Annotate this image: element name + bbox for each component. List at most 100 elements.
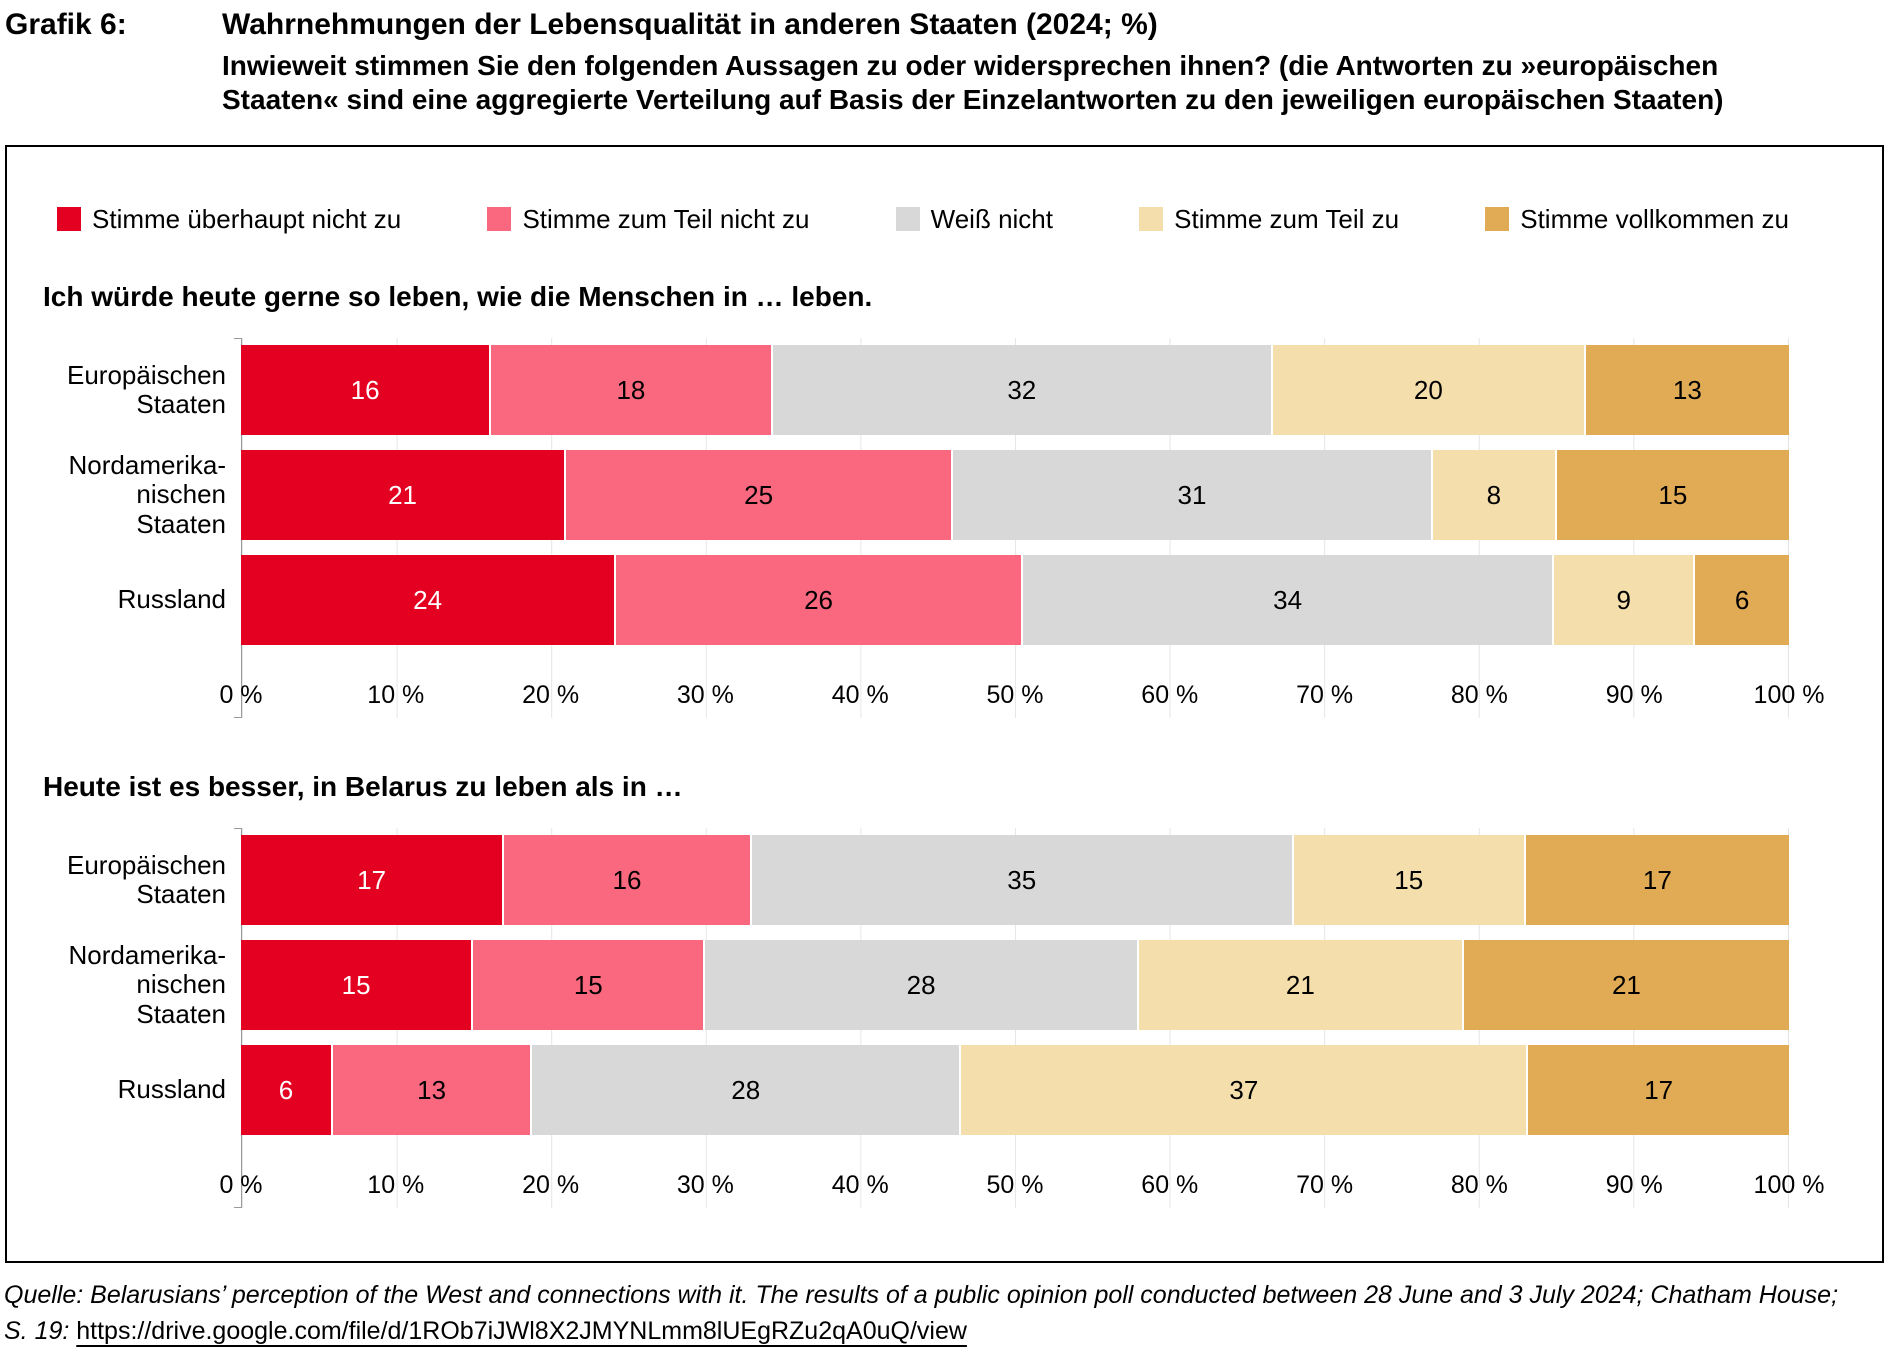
legend-swatch-icon <box>1139 207 1164 231</box>
legend-swatch-icon <box>57 207 81 231</box>
stacked-bar: 16 18 32 20 13 <box>241 345 1789 435</box>
row-label: Nordamerika- nischen Staaten <box>68 450 227 539</box>
x-tick-label: 30 % <box>676 681 734 709</box>
plot-area: Europäischen Staaten 17 16 35 15 17 Nordamerik… <box>67 828 1824 1208</box>
bar-row: Nordamerika- nischen Staaten 15 15 28 21 21 <box>69 940 1789 1030</box>
bar-segment: 15 <box>1293 835 1526 925</box>
chart-heading: Heute ist es besser, in Belarus zu leben… <box>43 771 683 802</box>
bar-segment: 17 <box>241 835 505 925</box>
bar-row: Nordamerika- nischen Staaten 21 25 31 8 15 <box>69 450 1789 540</box>
bar-segment: 28 <box>705 940 1139 1030</box>
x-tick-label: 20 % <box>522 681 580 709</box>
x-axis: 0 % 10 % 20 % 30 % 40 % 50 % 60 % 70 % 80 % 90 % 1… <box>219 1171 1824 1201</box>
bar-segment: 6 <box>241 1045 333 1135</box>
bar-segment: 20 <box>1272 345 1586 435</box>
x-tick-label: 40 % <box>831 681 889 709</box>
x-tick-label: 60 % <box>1141 681 1199 709</box>
plot: Europäischen Staaten 16 18 32 20 13 Nordamerik… <box>43 338 1824 718</box>
bar-segment: 32 <box>772 345 1273 435</box>
header: Grafik 6: Wahrnehmungen der Lebensqualit… <box>0 0 1890 117</box>
chart-frame: Stimme überhaupt nicht zu Stimme zum Teil… <box>5 145 1884 1263</box>
bar-segment: 24 <box>241 555 617 645</box>
chart-section-2: Heute ist es besser, in Belarus zu leben… <box>43 771 1824 1208</box>
x-tick-label: 50 % <box>986 1171 1044 1199</box>
plot: Europäischen Staaten 17 16 35 15 17 Nordamerik… <box>43 828 1824 1208</box>
chart-heading: Ich würde heute gerne so leben, wie die … <box>43 281 873 312</box>
bar-segment: 15 <box>241 940 474 1030</box>
source-line2: S. 19: https://drive.google.com/file/d/1… <box>4 1314 1888 1350</box>
legend-label: Stimme zum Teil zu <box>1174 203 1400 234</box>
bar-segment: 17 <box>1525 835 1789 925</box>
plot-area: Europäischen Staaten 16 18 32 20 13 Nordamerik… <box>67 338 1824 718</box>
bar-segment: 15 <box>473 940 706 1030</box>
bar-segment: 9 <box>1554 555 1696 645</box>
legend-label: Stimme zum Teil nicht zu <box>522 203 810 234</box>
legend-swatch-icon <box>487 207 512 231</box>
bar-row: Russland 24 26 34 9 6 <box>118 555 1789 645</box>
title-block: Wahrnehmungen der Lebensqualität in ande… <box>222 8 1880 117</box>
bar-segment: 21 <box>241 450 567 540</box>
bar-segment: 13 <box>1585 345 1789 435</box>
bar-segment: 17 <box>1528 1045 1789 1135</box>
bar-segment: 8 <box>1432 450 1557 540</box>
x-tick-label: 30 % <box>676 1171 734 1199</box>
bar-row: Russland 6 13 28 37 17 <box>118 1045 1789 1135</box>
x-tick-label: 10 % <box>367 681 425 709</box>
chart-rows: Europäischen Staaten 16 18 32 20 13 Nordamerik… <box>67 345 1789 645</box>
x-tick-label: 20 % <box>522 1171 580 1199</box>
x-tick-label: 60 % <box>1141 1171 1199 1199</box>
stacked-bar: 15 15 28 21 21 <box>241 940 1789 1030</box>
bar-segment: 25 <box>566 450 954 540</box>
chart-rows: Europäischen Staaten 17 16 35 15 17 Nordamerik… <box>67 835 1789 1135</box>
page-subtitle-line1: Inwieweit stimmen Sie den folgenden Auss… <box>222 49 1719 81</box>
x-tick-label: 80 % <box>1450 1171 1508 1199</box>
bar-segment: 31 <box>953 450 1433 540</box>
source-note: Quelle: Belarusians’ perception of the W… <box>4 1278 1888 1349</box>
x-tick-label: 100 % <box>1753 1171 1825 1199</box>
legend-item: Stimme überhaupt nicht zu <box>57 204 401 235</box>
x-tick-label: 0 % <box>219 681 263 709</box>
x-tick-label: 70 % <box>1296 1171 1354 1199</box>
bar-segment: 18 <box>491 345 773 435</box>
x-tick-label: 80 % <box>1450 681 1508 709</box>
bar-segment: 16 <box>504 835 752 925</box>
stacked-bar: 21 25 31 8 15 <box>241 450 1789 540</box>
row-label: Europäischen Staaten <box>67 849 226 909</box>
bar-segment: 15 <box>1556 450 1789 540</box>
grafik-label: Grafik 6: <box>5 8 127 41</box>
row-label: Russland <box>117 584 226 615</box>
bar-row: Europäischen Staaten 17 16 35 15 17 <box>67 835 1789 925</box>
source-line2-prefix: S. 19: <box>4 1316 77 1345</box>
source-link[interactable]: https://drive.google.com/file/d/1ROb7iJW… <box>76 1316 967 1345</box>
stacked-bar: 17 16 35 15 17 <box>241 835 1789 925</box>
bar-segment: 35 <box>751 835 1294 925</box>
bar-segment: 37 <box>961 1045 1529 1135</box>
page-subtitle-line2: Staaten« sind eine aggregierte Verteilun… <box>222 83 1724 115</box>
source-line1: Quelle: Belarusians’ perception of the W… <box>4 1281 1839 1309</box>
page-title: Wahrnehmungen der Lebensqualität in ande… <box>222 8 1158 41</box>
bar-segment: 13 <box>332 1045 533 1135</box>
bar-segment: 28 <box>532 1045 962 1135</box>
bar-segment: 21 <box>1463 940 1789 1030</box>
x-tick-label: 100 % <box>1753 681 1825 709</box>
legend-label: Stimme vollkommen zu <box>1520 203 1789 234</box>
legend-swatch-icon <box>895 207 920 231</box>
row-label: Nordamerika- nischen Staaten <box>68 940 227 1029</box>
x-tick-label: 50 % <box>986 681 1044 709</box>
bar-segment: 6 <box>1695 555 1789 645</box>
legend-item: Stimme zum Teil zu <box>1139 204 1399 235</box>
bar-segment: 16 <box>241 345 492 435</box>
row-label: Europäischen Staaten <box>67 359 226 419</box>
bar-row: Europäischen Staaten 16 18 32 20 13 <box>67 345 1789 435</box>
legend-item: Weiß nicht <box>895 203 1053 235</box>
page-subtitle: Inwieweit stimmen Sie den folgenden Auss… <box>222 49 1880 117</box>
legend-item: Stimme vollkommen zu <box>1485 204 1789 235</box>
x-tick-label: 70 % <box>1296 681 1354 709</box>
x-tick-label: 10 % <box>367 1171 425 1199</box>
legend-swatch-icon <box>1485 207 1510 231</box>
stacked-bar: 6 13 28 37 17 <box>241 1045 1789 1135</box>
legend-label: Weiß nicht <box>930 203 1053 234</box>
stacked-bar: 24 26 34 9 6 <box>241 555 1789 645</box>
legend: Stimme überhaupt nicht zu Stimme zum Teil… <box>57 199 1789 239</box>
